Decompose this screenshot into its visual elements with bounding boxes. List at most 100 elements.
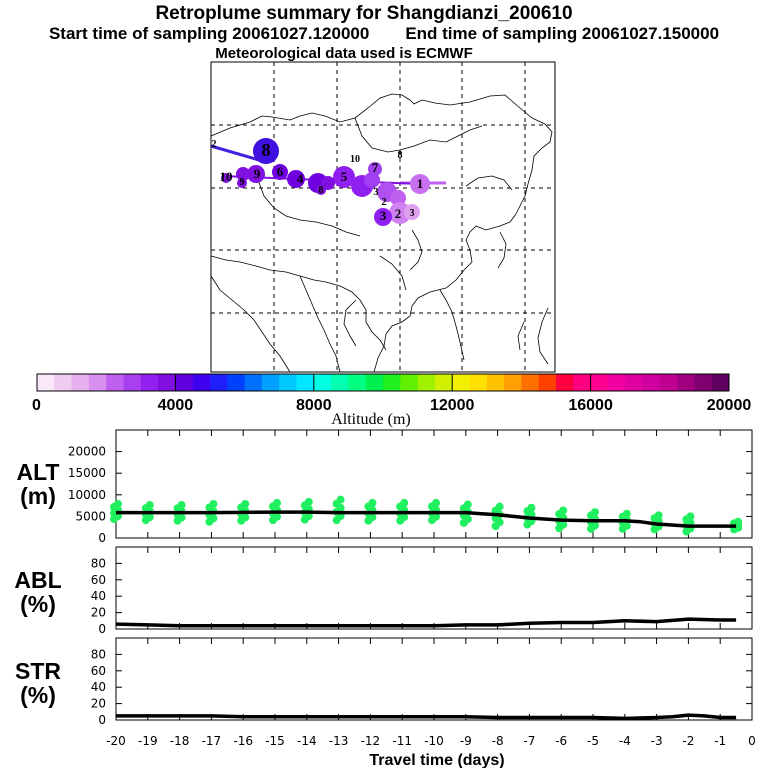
plume-cluster xyxy=(316,185,326,195)
y-tick-label: 15000 xyxy=(68,466,106,480)
x-tick-label: -17 xyxy=(202,734,222,748)
panel-alt: 0 5000 10000 15000 20000 ALT(m) xyxy=(16,429,753,545)
y-tick-label: 0 xyxy=(98,531,106,545)
colorbar-swatch xyxy=(417,374,436,391)
plume-cluster xyxy=(364,172,380,188)
colorbar-swatch xyxy=(261,374,280,391)
colorbar-swatch xyxy=(331,374,349,391)
x-tick-label: -18 xyxy=(170,734,190,748)
x-tick-label: -4 xyxy=(619,734,631,748)
colorbar-swatch xyxy=(313,374,332,391)
x-tick-label: -6 xyxy=(555,734,567,748)
y-tick-label: 0 xyxy=(98,622,106,636)
colorbar-tick-label: 20000 xyxy=(707,397,752,414)
cluster-label-small: 10 xyxy=(350,154,360,165)
series-line xyxy=(115,617,737,628)
altitude-spread-dot xyxy=(114,499,122,508)
y-tick-label: 60 xyxy=(91,664,106,678)
x-tick-label: -8 xyxy=(492,734,504,748)
y-tick-label: 0 xyxy=(98,713,106,727)
altitude-spread-dot xyxy=(145,501,154,510)
colorbar-tick-label: 0 xyxy=(32,397,41,414)
colorbar-swatch xyxy=(123,374,142,391)
x-tick-label: -7 xyxy=(523,734,535,748)
altitude-spread-dot xyxy=(559,506,568,515)
panel-frame xyxy=(115,637,753,721)
x-tick-label: -20 xyxy=(106,734,126,748)
plume-cluster xyxy=(247,165,265,183)
colorbar-swatch xyxy=(106,374,124,391)
plume-cluster xyxy=(272,164,288,180)
plume-cluster xyxy=(368,162,382,176)
altitude-spread-dot xyxy=(209,499,218,508)
panel-unit: (m) xyxy=(20,483,56,509)
cluster-label: 8 xyxy=(262,140,271,160)
colorbar-swatch xyxy=(71,374,90,391)
colorbar-swatch xyxy=(140,374,159,391)
cluster-label-small: 8 xyxy=(319,185,324,196)
cluster-label: 2 xyxy=(395,206,402,221)
end-time: End time of sampling 20061027.150000 xyxy=(405,24,720,43)
start-time: Start time of sampling 20061027.120000 xyxy=(48,24,370,43)
plume-cluster xyxy=(333,166,355,188)
colorbar-swatch xyxy=(711,374,730,391)
colorbar-tick-label: 4000 xyxy=(158,397,194,414)
colorbar-tick-label: 16000 xyxy=(568,397,613,414)
x-tick-label: -11 xyxy=(392,734,412,748)
altitude-spread-dot xyxy=(463,500,472,509)
colorbar-tick-label: 8000 xyxy=(296,397,332,414)
colorbar-swatch xyxy=(452,374,470,391)
cluster-label-small: 9 xyxy=(240,177,245,188)
panel-str: 0 20 40 60 80 STR(%) xyxy=(15,637,753,727)
altitude-spread-dot xyxy=(177,501,186,510)
colorbar-swatch xyxy=(642,374,661,391)
plume-cluster xyxy=(404,204,420,220)
colorbar-swatch xyxy=(383,374,401,391)
series-line xyxy=(116,510,737,528)
y-tick-label: 20 xyxy=(91,606,106,620)
colorbar-swatch xyxy=(538,374,557,391)
colorbar-swatch xyxy=(625,374,643,391)
altitude-spread-dot xyxy=(734,517,743,526)
colorbar-swatch xyxy=(37,374,55,391)
y-tick-label: 60 xyxy=(91,573,106,587)
series-line xyxy=(116,713,737,721)
colorbar-swatch xyxy=(365,374,384,391)
colorbar-swatch xyxy=(469,374,488,391)
colorbar-swatch xyxy=(677,374,695,391)
y-tick-label: 40 xyxy=(91,680,106,694)
plot-title: Retroplume summary for Shangdianzi_20061… xyxy=(155,3,573,24)
colorbar-swatch xyxy=(486,374,505,391)
x-tick-label: -10 xyxy=(424,734,444,748)
cluster-label-small: 3 xyxy=(374,187,379,198)
plume-cluster xyxy=(374,208,392,226)
plume-cluster xyxy=(253,138,279,164)
y-tick-label: 80 xyxy=(91,556,106,570)
panel-unit: (%) xyxy=(20,591,56,617)
y-tick-label: 5000 xyxy=(75,509,106,523)
altitude-spread-dot xyxy=(527,503,536,512)
colorbar-swatch xyxy=(296,374,315,391)
colorbar-swatch xyxy=(192,374,211,391)
cluster-label: 5 xyxy=(341,169,348,184)
x-tick-label: -19 xyxy=(138,734,158,748)
altitude-spread-dot xyxy=(591,508,599,517)
cluster-label: 9 xyxy=(254,166,261,181)
cluster-label-small: 2 xyxy=(382,197,387,208)
colorbar-swatch xyxy=(590,374,609,391)
colorbar-swatch xyxy=(279,374,297,391)
x-tick-label: -15 xyxy=(265,734,285,748)
panel-label: ABL xyxy=(14,567,61,593)
cluster-label-small: 3 xyxy=(410,208,415,219)
map-graticule xyxy=(211,62,555,372)
x-tick-label: -2 xyxy=(682,734,694,748)
altitude-spread-dot xyxy=(622,509,631,518)
colorbar-swatch xyxy=(227,374,246,391)
panel-abl: 0 20 40 60 80 ABL(%) xyxy=(14,546,753,636)
cluster-label: 1 xyxy=(417,176,424,191)
colorbar-swatch xyxy=(607,374,626,391)
x-tick-label: -14 xyxy=(297,734,317,748)
altitude-spread-dot xyxy=(368,498,377,507)
